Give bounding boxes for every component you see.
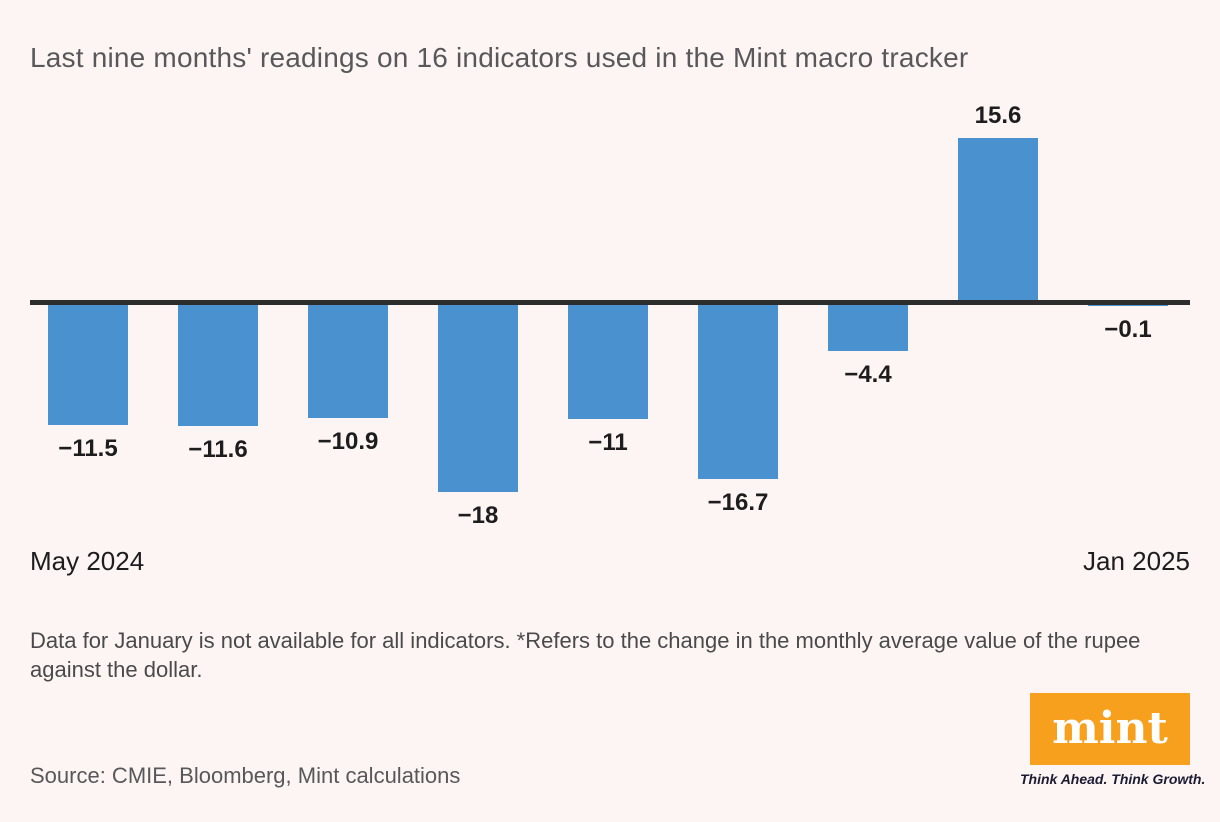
bar bbox=[568, 305, 648, 419]
bar-value-label: −11 bbox=[588, 429, 628, 456]
bar-value-label: −10.9 bbox=[317, 428, 379, 455]
chart-area: −11.5 −11.6 −10.9 −18 −11 −16.7 −4.4 15.6 −0.1 M… bbox=[30, 102, 1190, 576]
bar-value-label: 15.6 bbox=[974, 102, 1022, 129]
mint-logo: mint bbox=[1030, 693, 1190, 765]
bar-value-label: −11.5 bbox=[58, 435, 118, 462]
mint-logo-tagline: Think Ahead. Think Growth. bbox=[1020, 771, 1206, 787]
bar bbox=[308, 305, 388, 418]
bar-value-label: −4.4 bbox=[844, 361, 892, 388]
source-credit: Source: CMIE, Bloomberg, Mint calculatio… bbox=[30, 763, 461, 788]
bar-value-label: −16.7 bbox=[707, 489, 769, 516]
bar bbox=[828, 305, 908, 351]
x-axis-end-label: Jan 2025 bbox=[1083, 546, 1190, 576]
footnote: Data for January is not available for al… bbox=[30, 628, 1141, 682]
chart-title: Last nine months' readings on 16 indicat… bbox=[30, 42, 969, 73]
x-axis-line bbox=[30, 300, 1190, 305]
bar-value-label: −18 bbox=[457, 502, 499, 529]
bar bbox=[48, 305, 128, 425]
bar-value-label: −0.1 bbox=[1104, 316, 1152, 343]
bar bbox=[1088, 305, 1168, 306]
x-axis-start-label: May 2024 bbox=[30, 546, 145, 576]
bar-value-label: −11.6 bbox=[188, 436, 248, 463]
bar bbox=[958, 138, 1038, 300]
bar bbox=[698, 305, 778, 479]
mint-logo-wordmark: mint bbox=[1052, 703, 1168, 754]
bar bbox=[178, 305, 258, 426]
bar bbox=[438, 305, 518, 492]
